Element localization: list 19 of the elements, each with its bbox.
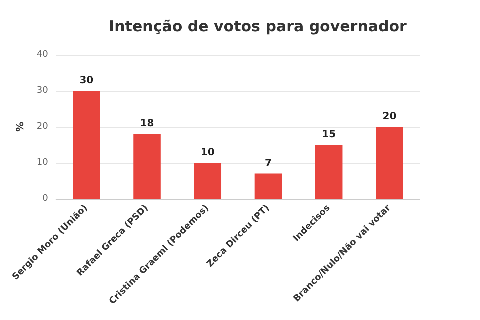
bar [315, 145, 343, 199]
bar [254, 174, 282, 199]
y-axis-title: % [16, 122, 26, 132]
bar [73, 91, 100, 199]
bar [194, 163, 222, 199]
y-tick-label: 20 [36, 122, 49, 132]
data-label: 20 [382, 112, 397, 122]
data-label: 10 [200, 148, 215, 158]
data-label: 15 [322, 130, 336, 140]
data-label: 30 [80, 76, 94, 86]
data-label: 7 [264, 158, 272, 170]
y-tick-label: 30 [36, 86, 49, 96]
bar [134, 134, 161, 199]
y-tick-label: 40 [36, 50, 49, 60]
bar [376, 127, 404, 199]
y-tick-label: 10 [36, 158, 49, 168]
y-tick-label: 0 [42, 194, 49, 204]
chart-title: Intenção de votos para governador [109, 18, 408, 36]
data-label: 18 [140, 118, 154, 130]
